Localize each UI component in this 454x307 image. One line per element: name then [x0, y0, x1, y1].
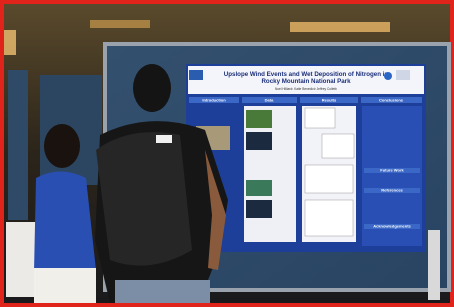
post — [428, 230, 440, 300]
poster-authors: Noel Hilliard¹ Katie Benedict² Jeffrey C… — [275, 87, 337, 91]
pants — [34, 268, 96, 303]
plot — [305, 108, 335, 128]
jeans — [115, 280, 210, 303]
poster-title: Upslope Wind Events and Wet Deposition o… — [224, 71, 389, 78]
hair — [44, 124, 80, 168]
map — [246, 200, 272, 218]
plot — [305, 165, 353, 193]
plot — [305, 200, 353, 236]
section-title: Introduction — [202, 98, 226, 103]
tag — [156, 135, 172, 143]
backpack — [96, 132, 192, 265]
section-title: Acknowledgements — [373, 224, 411, 229]
map — [246, 132, 272, 150]
table — [6, 222, 38, 297]
side-board — [8, 70, 28, 220]
logo — [396, 70, 410, 80]
section-title: Data — [265, 98, 274, 103]
map — [246, 110, 272, 128]
section-title: References — [381, 188, 403, 193]
section-title: Conclusions — [379, 98, 404, 103]
section-title: Future Work — [380, 168, 404, 173]
light — [4, 30, 16, 55]
page: {"poster": { "title_line1": "Upslope Win… — [0, 0, 454, 307]
logo — [384, 72, 392, 80]
plot — [322, 134, 354, 158]
shirt — [34, 172, 96, 273]
ceiling-light — [90, 20, 150, 28]
photo: Upslope Wind Events and Wet Deposition o… — [0, 0, 454, 307]
head — [133, 64, 171, 112]
logo — [189, 70, 203, 80]
ceiling-light — [290, 22, 390, 32]
poster-title: Rocky Mountain National Park — [261, 78, 351, 85]
section-title: Results — [322, 98, 337, 103]
map — [246, 180, 272, 196]
